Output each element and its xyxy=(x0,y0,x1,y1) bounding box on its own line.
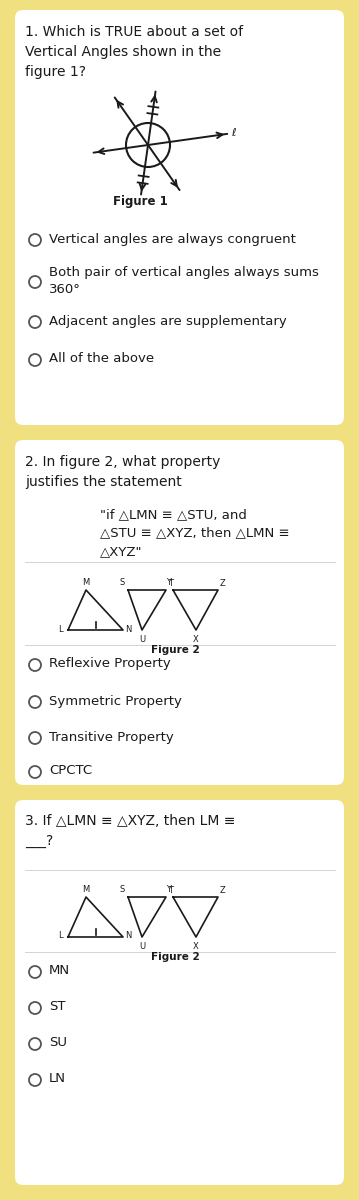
Text: S: S xyxy=(120,886,125,894)
Text: Symmetric Property: Symmetric Property xyxy=(49,695,182,708)
Text: N: N xyxy=(125,931,131,941)
Text: Z: Z xyxy=(220,578,226,588)
Text: Adjacent angles are supplementary: Adjacent angles are supplementary xyxy=(49,314,287,328)
Text: Reflexive Property: Reflexive Property xyxy=(49,658,171,671)
Text: M: M xyxy=(82,886,90,894)
Text: All of the above: All of the above xyxy=(49,353,154,366)
Text: 1. Which is TRUE about a set of
Vertical Angles shown in the
figure 1?: 1. Which is TRUE about a set of Vertical… xyxy=(25,25,243,79)
Text: 2. In figure 2, what property
justifies the statement: 2. In figure 2, what property justifies … xyxy=(25,455,220,490)
Text: CPCTC: CPCTC xyxy=(49,764,92,778)
FancyBboxPatch shape xyxy=(15,10,344,425)
Text: ℓ: ℓ xyxy=(231,128,236,138)
Text: T: T xyxy=(168,578,173,588)
Text: Vertical angles are always congruent: Vertical angles are always congruent xyxy=(49,233,296,246)
FancyBboxPatch shape xyxy=(15,800,344,1186)
Text: MN: MN xyxy=(49,965,70,978)
Text: S: S xyxy=(120,578,125,587)
Text: ST: ST xyxy=(49,1001,65,1014)
Text: Y: Y xyxy=(166,578,171,587)
Text: "if △LMN ≡ △STU, and
△STU ≡ △XYZ, then △LMN ≡
△XYZ": "if △LMN ≡ △STU, and △STU ≡ △XYZ, then △… xyxy=(100,508,290,558)
Text: Both pair of vertical angles always sums
360°: Both pair of vertical angles always sums… xyxy=(49,266,319,296)
Text: LN: LN xyxy=(49,1073,66,1086)
FancyBboxPatch shape xyxy=(15,440,344,785)
Text: Y: Y xyxy=(166,886,171,894)
Text: SU: SU xyxy=(49,1037,67,1050)
Text: Z: Z xyxy=(220,886,226,895)
Text: M: M xyxy=(82,578,90,587)
Text: Figure 2: Figure 2 xyxy=(151,646,199,655)
Text: X: X xyxy=(193,635,199,644)
Text: Figure 2: Figure 2 xyxy=(151,952,199,962)
Text: N: N xyxy=(125,624,131,634)
Text: L: L xyxy=(59,624,63,634)
Text: U: U xyxy=(139,635,145,644)
Text: Transitive Property: Transitive Property xyxy=(49,731,174,744)
Text: L: L xyxy=(59,931,63,941)
Text: 3. If △LMN ≡ △XYZ, then LM ≡
___?: 3. If △LMN ≡ △XYZ, then LM ≡ ___? xyxy=(25,814,236,848)
Text: X: X xyxy=(193,942,199,950)
Text: T: T xyxy=(168,886,173,895)
Text: U: U xyxy=(139,942,145,950)
Text: Figure 1: Figure 1 xyxy=(113,194,167,208)
